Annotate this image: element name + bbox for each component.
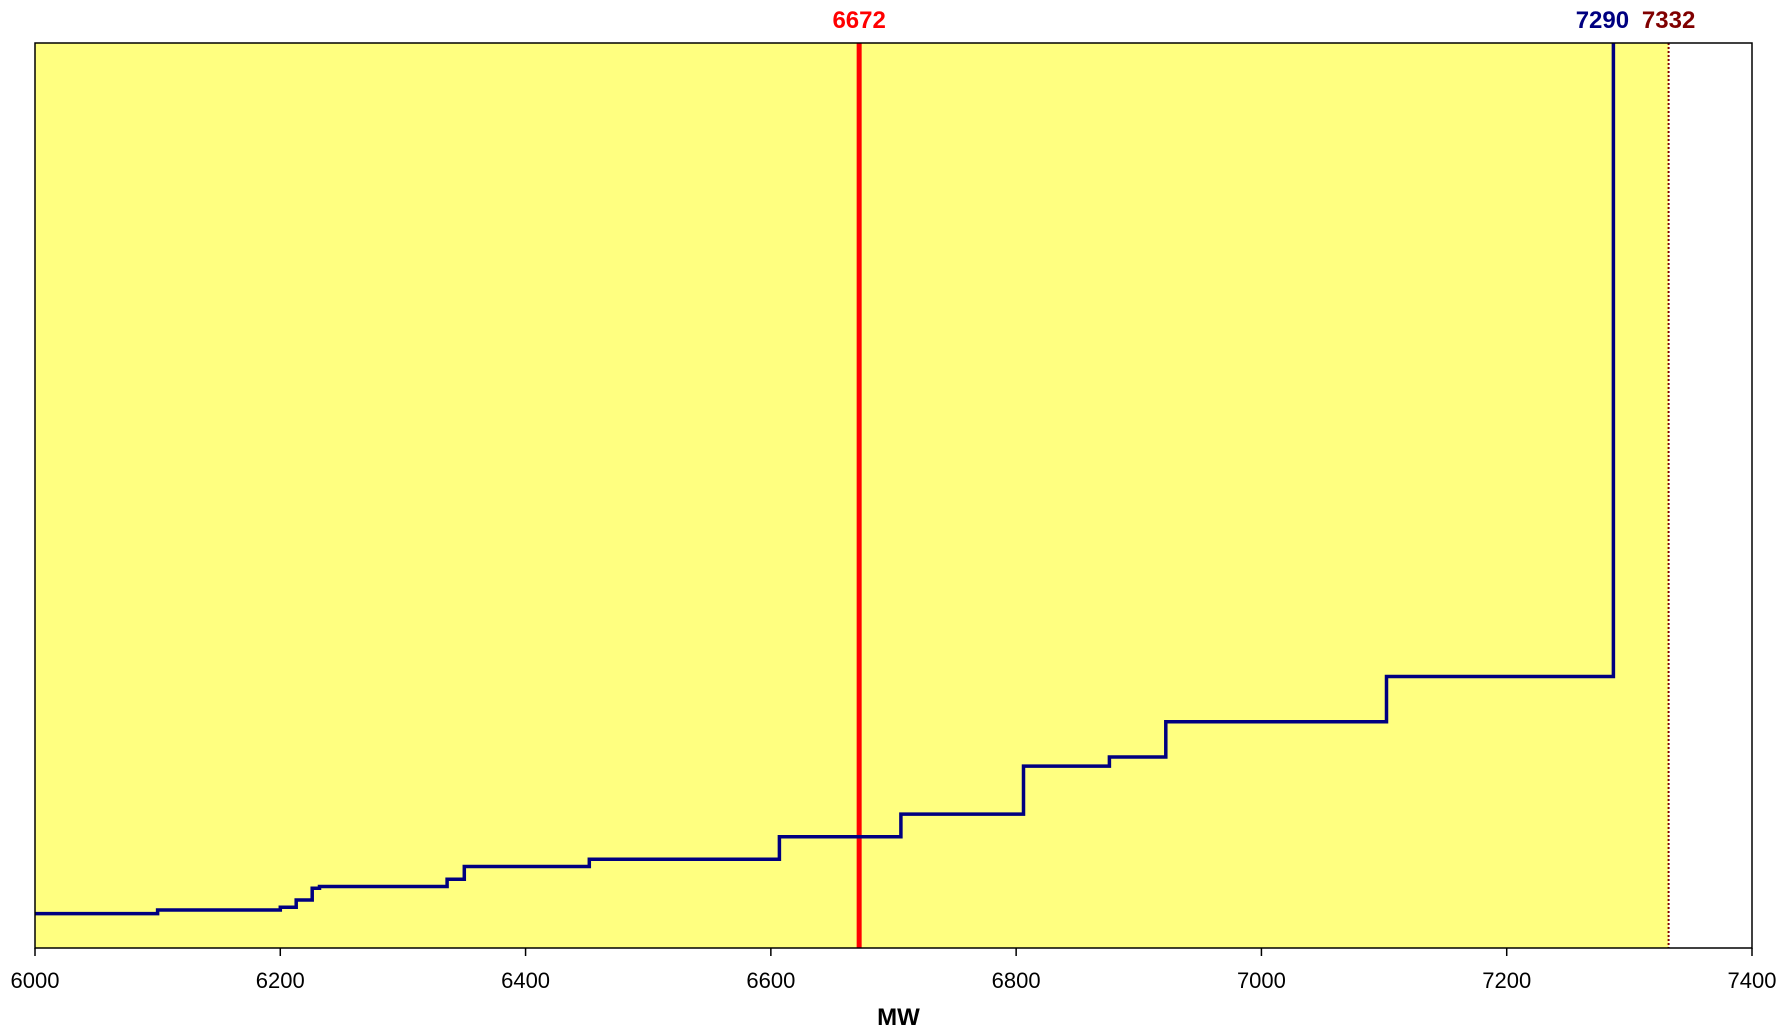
x-tick-label-6600: 6600 bbox=[746, 968, 795, 993]
marker-label-6672: 6672 bbox=[832, 7, 885, 34]
x-tick-label-6400: 6400 bbox=[501, 968, 550, 993]
marker-label-7290: 7290 bbox=[1576, 7, 1629, 34]
x-axis-title: MW bbox=[877, 1004, 920, 1031]
marker-label-7332: 7332 bbox=[1642, 7, 1695, 34]
x-tick-label-7200: 7200 bbox=[1482, 968, 1531, 993]
x-tick-label-6000: 6000 bbox=[11, 968, 60, 993]
x-tick-label-6200: 6200 bbox=[256, 968, 305, 993]
plot-area-shaded-region bbox=[35, 43, 1669, 948]
x-axis: 6000 6200 6400 6600 6800 7000 7200 7400 bbox=[11, 948, 1777, 993]
marker-labels: 6672 7290 7332 bbox=[832, 7, 1695, 34]
x-tick-label-6800: 6800 bbox=[992, 968, 1041, 993]
series-step-line bbox=[35, 43, 1616, 916]
x-tick-label-7000: 7000 bbox=[1237, 968, 1286, 993]
plot-area-border bbox=[34, 42, 1753, 949]
x-tick-label-7400: 7400 bbox=[1728, 968, 1777, 993]
marker-lines bbox=[856, 43, 1670, 948]
